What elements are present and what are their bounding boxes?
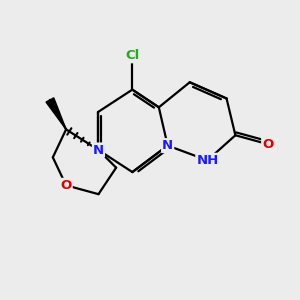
- Polygon shape: [46, 98, 66, 129]
- Text: Cl: Cl: [125, 49, 140, 62]
- Text: O: O: [61, 179, 72, 192]
- Text: N: N: [162, 139, 173, 152]
- Text: O: O: [262, 138, 273, 151]
- Text: NH: NH: [196, 154, 218, 167]
- Text: N: N: [93, 143, 104, 157]
